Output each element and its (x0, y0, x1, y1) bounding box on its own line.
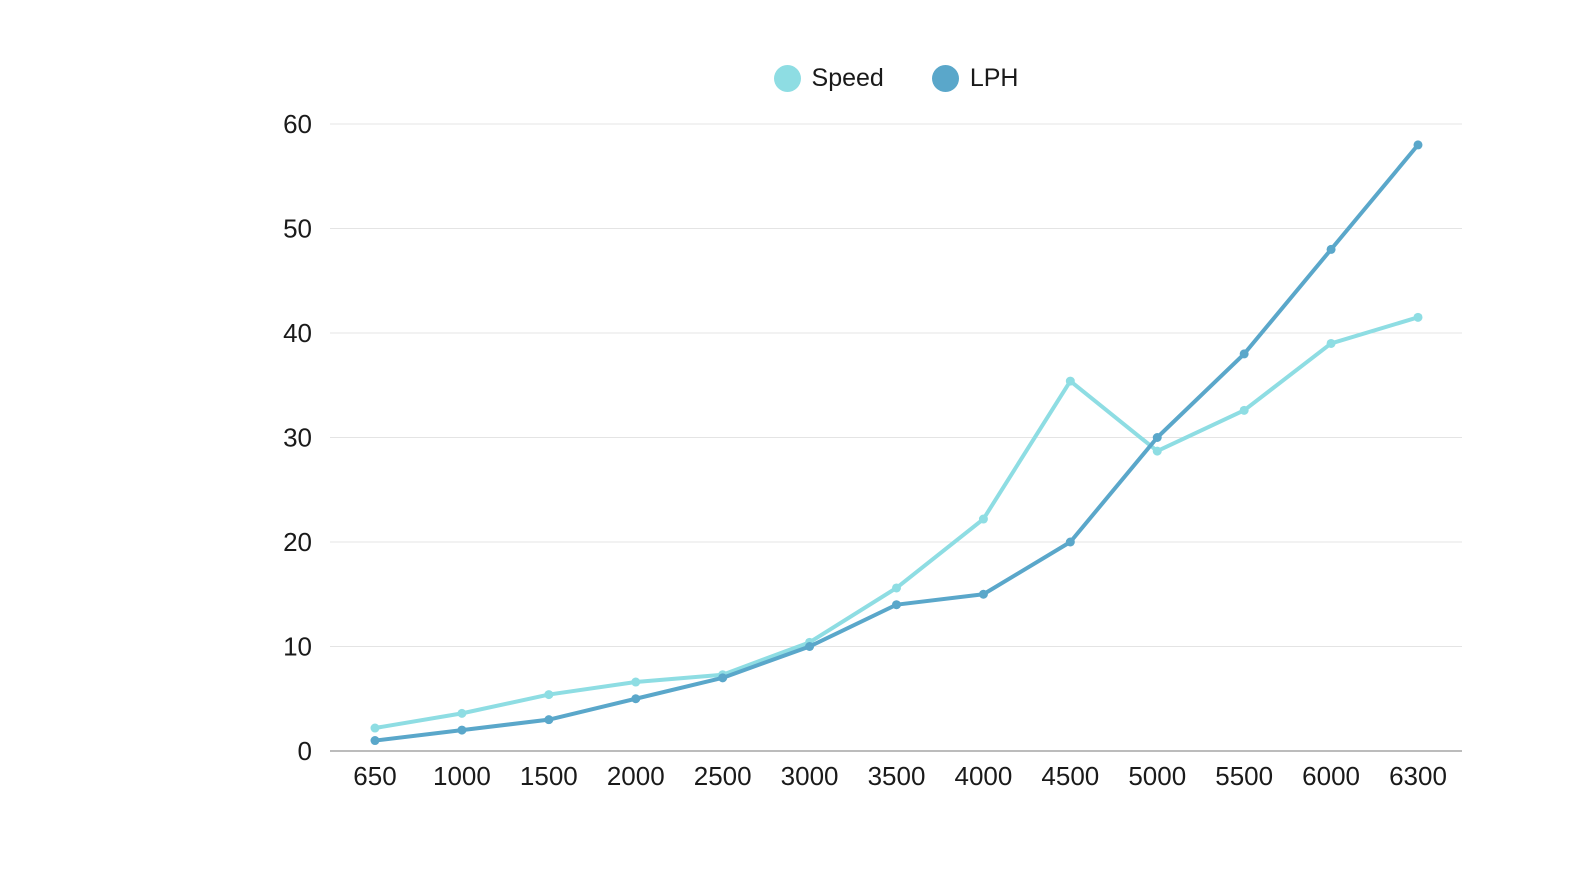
data-point-lph-4000 (978, 589, 988, 599)
data-point-lph-5500 (1239, 349, 1249, 359)
data-point-lph-3000 (805, 642, 815, 651)
data-point-speed-5500 (1239, 405, 1249, 415)
data-point-speed-1500 (544, 690, 554, 700)
x-tick-label-6000: 6000 (1302, 761, 1360, 791)
y-tick-label-60: 60 (283, 109, 312, 139)
x-tick-label-2000: 2000 (607, 761, 665, 791)
x-tick-label-2500: 2500 (694, 761, 752, 791)
legend-item-lph[interactable]: LPH (931, 63, 1019, 92)
data-point-lph-5000 (1152, 433, 1162, 442)
data-point-lph-6000 (1326, 244, 1336, 254)
data-point-speed-5000 (1152, 446, 1162, 456)
series-line-lph (373, 142, 1420, 743)
data-point-lph-4500 (1065, 537, 1075, 547)
legend-swatch-speed-icon (773, 64, 801, 92)
data-point-speed-1000 (457, 708, 467, 718)
y-tick-label-10: 10 (283, 632, 312, 662)
data-point-speed-6300 (1413, 312, 1423, 322)
data-point-speed-4500 (1065, 376, 1075, 386)
data-point-lph-1500 (544, 715, 554, 725)
x-tick-label-650: 650 (353, 761, 396, 791)
legend-label-speed: Speed (811, 63, 884, 92)
data-point-lph-2000 (631, 694, 641, 704)
data-point-speed-2000 (631, 677, 641, 687)
y-tick-label-30: 30 (283, 423, 312, 453)
legend: Speed LPH (330, 62, 1462, 94)
y-tick-label-50: 50 (283, 214, 312, 244)
x-tick-label-3500: 3500 (868, 761, 926, 791)
data-point-lph-1000 (457, 725, 467, 735)
data-point-speed-4000 (978, 514, 988, 524)
x-tick-label-6300: 6300 (1389, 761, 1447, 791)
legend-item-speed[interactable]: Speed (773, 63, 884, 92)
x-tick-label-4500: 4500 (1041, 761, 1099, 791)
data-point-lph-3500 (892, 600, 901, 610)
data-point-lph-2500 (718, 673, 728, 683)
series-line-speed (373, 315, 1420, 731)
data-point-speed-6000 (1326, 338, 1336, 348)
legend-label-lph: LPH (969, 63, 1019, 92)
x-tick-label-1000: 1000 (433, 761, 491, 791)
legend-swatch-lph-icon (931, 64, 959, 92)
x-tick-label-4000: 4000 (954, 761, 1012, 791)
data-point-lph-650 (370, 736, 380, 746)
data-point-speed-3500 (892, 583, 901, 593)
data-point-lph-6300 (1413, 140, 1423, 150)
x-tick-label-5000: 5000 (1128, 761, 1186, 791)
data-point-speed-650 (370, 723, 380, 733)
x-tick-label-3000: 3000 (781, 761, 839, 791)
y-tick-label-20: 20 (283, 527, 312, 557)
y-tick-label-0: 0 (298, 736, 312, 766)
y-tick-label-40: 40 (283, 318, 312, 348)
x-tick-label-1500: 1500 (520, 761, 578, 791)
x-tick-label-5500: 5500 (1215, 761, 1273, 791)
